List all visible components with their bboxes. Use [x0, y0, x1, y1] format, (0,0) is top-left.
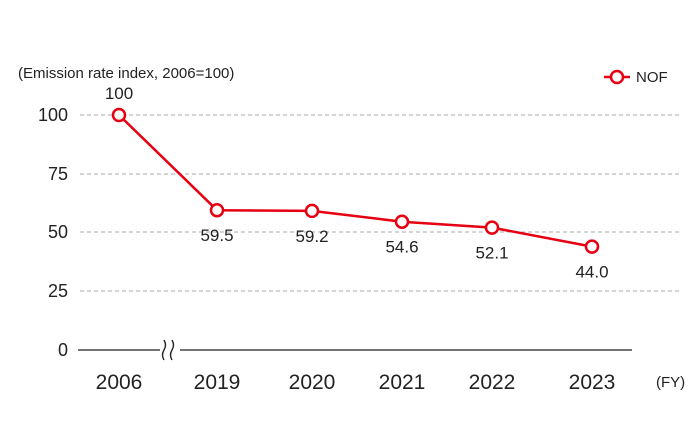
x-tick-label: 2020	[289, 371, 336, 394]
data-point	[209, 202, 225, 218]
data-point	[304, 203, 320, 219]
x-tick-label: 2022	[469, 371, 516, 394]
x-tick-label: 2023	[569, 371, 616, 394]
data-label: 54.6	[385, 238, 418, 257]
data-label: 44.0	[575, 263, 608, 282]
legend-label-nof: NOF	[636, 69, 668, 86]
axis-break-icon	[160, 338, 180, 362]
x-tick-label: 2021	[379, 371, 426, 394]
data-point	[394, 214, 410, 229]
x-tick-label: 2019	[194, 371, 241, 394]
y-tick-label: 75	[48, 164, 68, 184]
x-axis-unit: (FY)	[656, 374, 685, 391]
data-labels: 100 59.5 59.2 54.6 52.1 44.0	[105, 84, 609, 282]
x-tick-label: 2006	[96, 371, 143, 394]
data-points	[111, 107, 600, 254]
y-tick-label: 50	[48, 222, 68, 242]
y-tick-label: 25	[48, 281, 68, 301]
y-ticks: 100 75 50 25 0	[38, 105, 68, 360]
data-label: 59.2	[295, 227, 328, 246]
y-axis-label: (Emission rate index, 2006=100)	[18, 65, 234, 82]
y-tick-label: 100	[38, 105, 68, 125]
data-point	[111, 107, 127, 123]
x-ticks: 2006 2019 2020 2021 2022 2023	[96, 371, 616, 394]
data-point	[484, 220, 500, 235]
data-point	[584, 239, 600, 254]
legend-marker	[609, 69, 625, 85]
data-label: 100	[105, 84, 133, 103]
data-label: 52.1	[475, 244, 508, 263]
y-tick-label: 0	[58, 340, 68, 360]
series-line-nof	[118, 114, 593, 248]
legend: NOF	[604, 69, 668, 86]
data-label: 59.5	[200, 226, 233, 245]
